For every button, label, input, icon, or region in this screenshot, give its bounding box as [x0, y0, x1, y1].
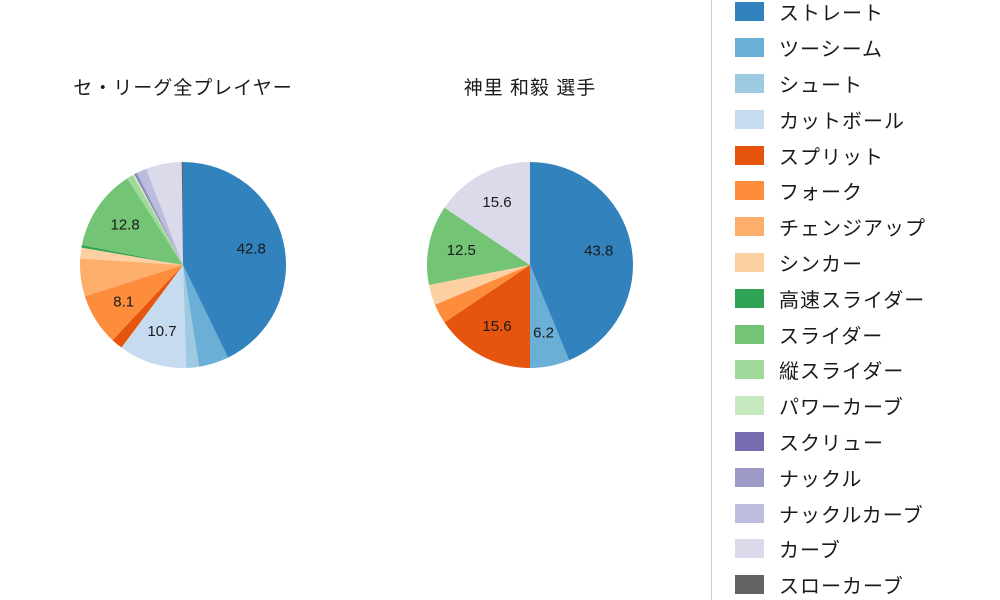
legend-item: チェンジアップ	[735, 209, 1000, 245]
legend-item-label: ナックルカーブ	[779, 504, 924, 527]
legend-item-label: スプリット	[779, 146, 884, 169]
pie-slice-ナックル	[135, 172, 183, 265]
legend: ストレートツーシームシュートカットボール スプリットフォークチェンジアップ シンカー…	[711, 0, 1000, 600]
legend-item: スプリット	[735, 137, 1000, 173]
legend-item: スローカーブ	[735, 567, 1000, 600]
slice-value-label: 12.5	[447, 242, 476, 259]
legend-swatch	[735, 145, 764, 165]
legend-item: スライダー	[735, 316, 1000, 352]
legend-item: フォーク	[735, 173, 1000, 209]
legend-swatch	[735, 181, 764, 201]
pie-slice-シンカー	[428, 265, 530, 305]
pie-slice-フォーク	[84, 265, 183, 341]
pie-slice-スクリュー	[134, 173, 183, 265]
legend-item: カーブ	[735, 531, 1000, 567]
pie-slice-カーブ	[444, 162, 530, 265]
pie-slice-縦スライダー	[127, 175, 183, 265]
legend-item: 高速スライダー	[735, 280, 1000, 316]
pie-slice-パワーカーブ	[132, 174, 183, 265]
pie-slice-ツーシーム	[183, 265, 229, 367]
legend-swatch	[735, 109, 764, 129]
pie-slice-ストレート	[183, 162, 286, 358]
pie-slice-スライダー	[81, 178, 183, 265]
slice-value-label: 15.6	[482, 318, 511, 335]
right-pie-title: 神里 和毅 選手	[463, 78, 597, 99]
legend-item-label: 縦スライダー	[779, 361, 905, 384]
pie-slice-スライダー	[427, 207, 530, 285]
legend-item: 縦スライダー	[735, 352, 1000, 388]
legend-item: ナックルカーブ	[735, 495, 1000, 531]
pie-slice-スプリット	[444, 265, 530, 368]
legend-item-label: フォーク	[779, 182, 863, 205]
legend-item: パワーカーブ	[735, 388, 1000, 424]
pie-slice-スローカーブ	[181, 162, 183, 265]
left-pie-title: セ・リーグ全プレイヤー	[73, 78, 293, 99]
legend-item-label: チェンジアップ	[779, 218, 926, 241]
slice-value-label: 15.6	[482, 194, 511, 211]
pie-slice-ナックルカーブ	[137, 168, 183, 265]
legend-swatch	[735, 2, 764, 22]
legend-item: ナックル	[735, 459, 1000, 495]
legend-swatch	[735, 217, 764, 237]
pie-chart-player-kamizato: 43.8 6.2 15.6 12.5 15.6	[427, 162, 633, 368]
legend-item-label: カットボール	[779, 110, 905, 133]
legend-item-label: スクリュー	[779, 432, 884, 455]
slice-value-label: 42.8	[237, 240, 266, 257]
legend-swatch	[735, 38, 764, 58]
legend-item: ツーシーム	[735, 30, 1000, 66]
legend-item: カットボール	[735, 101, 1000, 137]
pie-slice-ツーシーム	[530, 265, 570, 368]
pie-slice-シュート	[183, 265, 200, 368]
legend-swatch	[735, 575, 764, 595]
legend-item: シンカー	[735, 245, 1000, 281]
legend-item-label: 高速スライダー	[779, 289, 926, 312]
legend-item: シュート	[735, 66, 1000, 102]
slice-value-label: 43.8	[584, 242, 613, 259]
legend-item: ストレート	[735, 0, 1000, 30]
legend-item-label: ナックル	[779, 468, 863, 491]
legend-swatch	[735, 324, 764, 344]
legend-item-label: カーブ	[779, 540, 841, 563]
legend-item-label: シュート	[779, 74, 863, 97]
pie-slice-カーブ	[146, 162, 183, 265]
pie-slice-高速スライダー	[81, 245, 183, 265]
slice-value-label: 6.2	[533, 325, 554, 342]
pie-slice-スプリット	[112, 265, 183, 348]
pie-slice-チェンジアップ	[79, 258, 183, 297]
slice-value-label: 12.8	[110, 217, 139, 234]
legend-swatch	[735, 360, 764, 380]
legend-item-label: パワーカーブ	[779, 397, 904, 420]
legend-swatch	[735, 396, 764, 416]
pie-slice-ストレート	[530, 162, 633, 361]
legend-item-label: スライダー	[779, 325, 884, 348]
legend-item: スクリュー	[735, 424, 1000, 460]
pie-slice-シンカー	[80, 247, 183, 265]
slice-value-label: 8.1	[113, 293, 134, 310]
pie-chart-league-all-players: 42.8 10.7 8.1 12.8	[79, 162, 286, 369]
legend-swatch	[735, 539, 764, 559]
legend-item-label: ツーシーム	[779, 39, 883, 62]
legend-swatch	[735, 503, 764, 523]
slice-value-label: 10.7	[147, 323, 176, 340]
legend-swatch	[735, 288, 764, 308]
legend-swatch	[735, 431, 764, 451]
legend-swatch	[735, 252, 764, 272]
pie-slice-カットボール	[121, 265, 187, 369]
legend-item-label: ストレート	[779, 3, 884, 26]
legend-item-label: スローカーブ	[779, 576, 904, 599]
pie-slice-フォーク	[434, 265, 530, 323]
legend-swatch	[735, 467, 764, 487]
legend-item-label: シンカー	[779, 253, 863, 276]
legend-swatch	[735, 73, 764, 93]
